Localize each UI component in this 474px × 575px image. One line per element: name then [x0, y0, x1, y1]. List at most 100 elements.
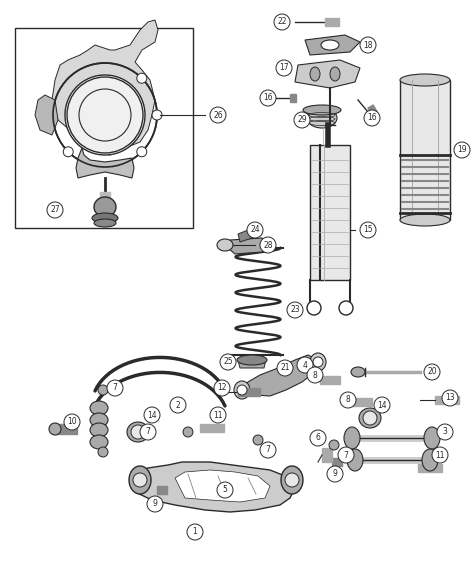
Circle shape — [253, 435, 263, 445]
Bar — [100, 192, 110, 200]
Polygon shape — [295, 60, 360, 88]
Ellipse shape — [359, 408, 381, 428]
Circle shape — [338, 447, 354, 463]
Ellipse shape — [90, 413, 108, 427]
Polygon shape — [175, 470, 270, 502]
Ellipse shape — [129, 466, 151, 494]
Ellipse shape — [90, 423, 108, 437]
FancyBboxPatch shape — [310, 145, 350, 280]
Circle shape — [313, 357, 323, 367]
Circle shape — [64, 414, 80, 430]
Ellipse shape — [94, 219, 116, 227]
Text: 20: 20 — [427, 367, 437, 377]
Circle shape — [363, 411, 377, 425]
Text: 11: 11 — [435, 450, 445, 459]
Circle shape — [140, 424, 156, 440]
Bar — [290, 94, 296, 102]
Polygon shape — [228, 238, 270, 254]
Circle shape — [107, 380, 123, 396]
Text: 14: 14 — [377, 401, 387, 409]
Text: 17: 17 — [279, 63, 289, 72]
Bar — [200, 424, 224, 432]
Text: 7: 7 — [265, 446, 271, 454]
Bar — [332, 458, 342, 466]
Text: 4: 4 — [302, 361, 308, 370]
Ellipse shape — [90, 435, 108, 449]
Text: 27: 27 — [50, 205, 60, 214]
Text: 21: 21 — [280, 363, 290, 373]
Text: 11: 11 — [213, 411, 223, 420]
Ellipse shape — [237, 355, 267, 365]
Polygon shape — [238, 230, 252, 242]
Circle shape — [152, 110, 162, 120]
Ellipse shape — [424, 427, 440, 449]
Ellipse shape — [307, 108, 337, 128]
Circle shape — [137, 147, 147, 157]
Circle shape — [217, 482, 233, 498]
Ellipse shape — [127, 422, 149, 442]
Circle shape — [98, 447, 108, 457]
Ellipse shape — [347, 449, 363, 471]
Ellipse shape — [234, 381, 250, 399]
Ellipse shape — [94, 197, 116, 217]
Ellipse shape — [303, 105, 341, 115]
Text: 1: 1 — [192, 527, 197, 536]
Circle shape — [65, 75, 145, 155]
Bar — [325, 18, 339, 26]
Circle shape — [343, 450, 353, 460]
Text: 22: 22 — [277, 17, 287, 26]
Circle shape — [374, 397, 390, 413]
Circle shape — [329, 440, 339, 450]
Ellipse shape — [330, 67, 340, 81]
Bar — [238, 388, 260, 396]
Text: 18: 18 — [363, 40, 373, 49]
Circle shape — [340, 392, 356, 408]
Ellipse shape — [400, 74, 450, 86]
Circle shape — [67, 77, 143, 153]
Circle shape — [360, 37, 376, 53]
Circle shape — [285, 473, 299, 487]
FancyBboxPatch shape — [400, 80, 450, 220]
Text: 16: 16 — [263, 94, 273, 102]
Text: 5: 5 — [223, 485, 228, 494]
Circle shape — [277, 360, 293, 376]
Circle shape — [63, 147, 73, 157]
Circle shape — [364, 110, 380, 126]
Circle shape — [442, 390, 458, 406]
Text: 25: 25 — [223, 358, 233, 366]
Text: 2: 2 — [176, 401, 181, 409]
Ellipse shape — [310, 353, 326, 371]
Polygon shape — [238, 360, 266, 368]
Bar — [320, 376, 340, 384]
Circle shape — [454, 142, 470, 158]
Text: 13: 13 — [445, 393, 455, 402]
Circle shape — [47, 202, 63, 218]
Polygon shape — [305, 35, 360, 55]
Ellipse shape — [310, 67, 320, 81]
Circle shape — [339, 301, 353, 315]
Ellipse shape — [400, 214, 450, 226]
Text: 16: 16 — [367, 113, 377, 122]
Bar — [435, 396, 459, 404]
Circle shape — [432, 447, 448, 463]
Circle shape — [147, 496, 163, 512]
Bar — [157, 486, 167, 494]
Text: 7: 7 — [344, 450, 348, 459]
Ellipse shape — [321, 40, 339, 50]
Text: 9: 9 — [333, 470, 337, 478]
Bar — [322, 448, 332, 462]
Circle shape — [131, 425, 145, 439]
Circle shape — [220, 354, 236, 370]
Circle shape — [287, 302, 303, 318]
Text: 29: 29 — [297, 116, 307, 125]
Polygon shape — [76, 148, 134, 178]
Circle shape — [210, 107, 226, 123]
Text: 7: 7 — [146, 427, 150, 436]
Polygon shape — [130, 462, 295, 512]
Text: 7: 7 — [112, 384, 118, 393]
Text: 8: 8 — [313, 370, 318, 380]
Circle shape — [210, 407, 226, 423]
Text: 10: 10 — [67, 417, 77, 427]
Ellipse shape — [217, 239, 233, 251]
FancyBboxPatch shape — [15, 28, 193, 228]
